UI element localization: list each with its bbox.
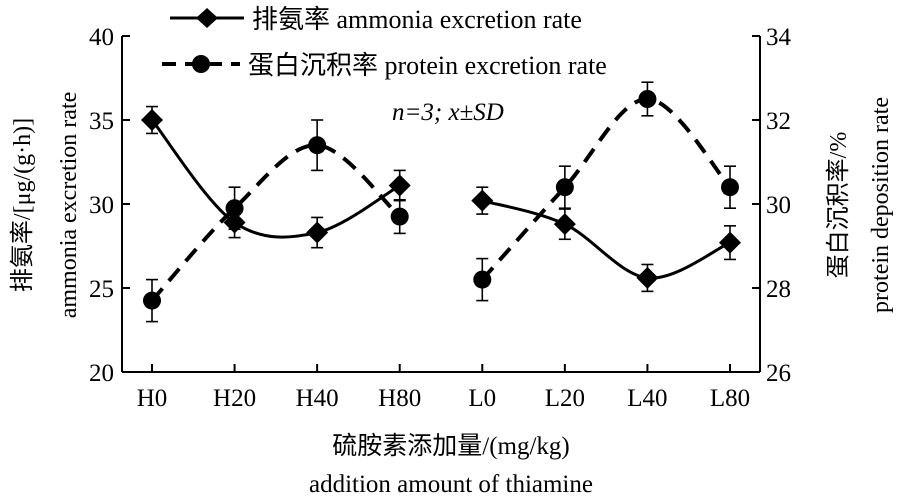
diamond-point (719, 231, 741, 254)
series-protein (143, 81, 739, 323)
diamond-point (388, 174, 411, 197)
diamond-point (141, 109, 163, 131)
circle-point (308, 136, 327, 155)
right-tick-label: 30 (766, 192, 791, 219)
left-axis-title: 排氨率/[μg/(g·h)] (9, 118, 36, 292)
x-tick-label: H40 (296, 385, 339, 412)
series-layer (141, 81, 741, 323)
legend: 排氨率 ammonia excretion rate 蛋白沉积率 protein… (162, 5, 607, 80)
stats-annotation: n=3; x±SD (392, 99, 504, 126)
left-tick-label: 30 (89, 192, 114, 219)
x-axis-title-en: addition amount of thiamine (309, 471, 593, 498)
right-tick-label: 26 (766, 360, 791, 387)
legend-label-protein: 蛋白沉积率 protein excretion rate (248, 51, 607, 80)
right-axis-title-en-text: protein deposition rate (868, 97, 894, 313)
plot-frame (121, 36, 761, 373)
right-axis-title: 蛋白沉积率/% (825, 132, 852, 279)
series-line (481, 199, 731, 280)
x-tick-label: H80 (378, 385, 421, 412)
legend-diamond-marker (196, 8, 218, 28)
x-tick-label: H0 (137, 385, 168, 412)
right-axis-title-en: protein deposition rate (868, 97, 894, 313)
left-tick-label: 25 (89, 276, 114, 303)
circle-point (143, 291, 161, 310)
series-line (150, 119, 401, 239)
diamond-point (553, 213, 576, 236)
diamond-point (636, 266, 659, 289)
right-tick-label: 32 (766, 108, 791, 135)
left-axis-title-en-text: ammonia excretion rate (56, 92, 82, 319)
circle-point (555, 178, 574, 197)
x-tick-label: L80 (710, 385, 750, 412)
x-tick-label: L0 (468, 385, 496, 412)
left-tick-label: 20 (89, 360, 114, 387)
series-line (150, 143, 402, 302)
left-axis-title-cn: 排氨率/[μg/(g·h)] (9, 118, 36, 292)
left-tick-label: 35 (89, 108, 114, 135)
x-tick-label: H20 (213, 385, 256, 412)
legend-label-ammonia: 排氨率 ammonia excretion rate (252, 5, 582, 34)
left-tick-label: 40 (89, 24, 114, 51)
circle-point (721, 178, 739, 197)
right-axis-title-cn: 蛋白沉积率/% (825, 132, 852, 279)
circle-point (638, 90, 657, 108)
circle-point (473, 270, 492, 289)
circle-point (225, 199, 244, 218)
circle-point (390, 207, 409, 226)
diamond-point (471, 189, 494, 212)
right-tick-label: 34 (766, 24, 792, 51)
right-tick-label: 28 (766, 276, 791, 303)
axis-ticks: 20 25 30 35 40 26 28 30 32 34 H0 H20 H40 H80 L0 L20 L40 L… (89, 24, 792, 412)
x-axis-title-cn: 硫胺素添加量/(mg/kg) (332, 432, 570, 460)
series-ammonia (141, 105, 741, 293)
series-line (480, 96, 732, 281)
x-tick-label: L40 (627, 385, 667, 412)
x-tick-label: L20 (545, 385, 585, 412)
legend-circle-marker (192, 55, 210, 73)
left-axis-title-en: ammonia excretion rate (56, 92, 82, 319)
diamond-point (306, 221, 329, 244)
